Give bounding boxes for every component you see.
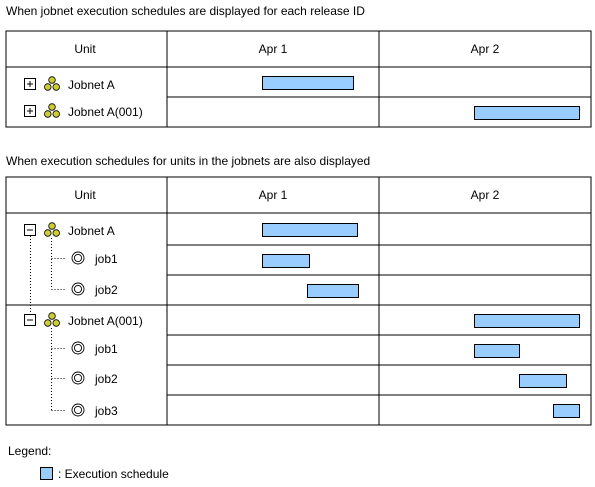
figure2-row-label: job1 — [94, 252, 118, 266]
expand-plus-icon[interactable] — [24, 78, 36, 90]
job-icon — [71, 341, 85, 355]
figure2-row-label: job3 — [94, 404, 118, 418]
figure2-row-job1: job1 — [71, 251, 118, 266]
figure1-schedule-bar — [474, 106, 580, 120]
figure2-row-jobnet-a-001: Jobnet A(001) — [24, 312, 143, 328]
job-icon — [71, 282, 85, 296]
figure2-schedule-bar — [474, 344, 520, 358]
figure2-row-label: Jobnet A — [68, 224, 115, 238]
job-icon — [71, 251, 85, 265]
figure2-row-label: job2 — [94, 283, 118, 297]
figure1-day1-header: Apr 1 — [259, 42, 288, 56]
figure1-table-border — [5, 30, 592, 128]
figure2-day1-header: Apr 1 — [259, 188, 288, 202]
figure1: When jobnet execution schedules are disp… — [5, 4, 592, 128]
figure2-schedule-bars — [262, 223, 580, 418]
figure1-schedule-bars — [262, 76, 580, 120]
jobnet-icon — [44, 312, 60, 327]
tree-connector-lines — [30, 236, 65, 411]
figure2-row-label: job2 — [94, 372, 118, 386]
figure1-row-jobnet-a: Jobnet A — [24, 76, 115, 92]
figure1-row-label: Jobnet A(001) — [68, 105, 143, 119]
figure2-day2-header: Apr 2 — [471, 188, 500, 202]
collapse-minus-icon[interactable] — [24, 224, 36, 236]
figure2-row-job2: job2 — [71, 282, 118, 297]
figure2: When execution schedules for units in th… — [5, 154, 592, 426]
collapse-minus-icon[interactable] — [24, 314, 36, 326]
figure2-row-job1-001: job1 — [71, 341, 118, 356]
legend-title: Legend: — [8, 444, 51, 458]
job-icon — [71, 403, 85, 417]
figure2-unit-header: Unit — [74, 188, 96, 202]
jobnet-icon — [44, 76, 60, 91]
figure2-table-border — [5, 176, 592, 426]
figure2-schedule-bar — [262, 254, 310, 268]
figure1-caption: When jobnet execution schedules are disp… — [6, 4, 365, 18]
figure2-caption: When execution schedules for units in th… — [6, 154, 370, 168]
expand-plus-icon[interactable] — [24, 105, 36, 117]
legend-item-label: : Execution schedule — [58, 467, 169, 481]
figure1-row-label: Jobnet A — [68, 78, 115, 92]
figure2-row-job2-001: job2 — [71, 371, 118, 386]
figure1-day2-header: Apr 2 — [471, 42, 500, 56]
figure2-schedule-bar — [519, 374, 567, 388]
figure2-row-label: Jobnet A(001) — [68, 314, 143, 328]
legend: Legend: : Execution schedule — [8, 444, 169, 481]
figure1-row-jobnet-a-001: Jobnet A(001) — [24, 103, 143, 119]
jobnet-icon — [44, 222, 60, 237]
figure2-row-jobnet-a: Jobnet A — [24, 222, 115, 238]
figure2-schedule-bar — [262, 223, 358, 237]
figure2-row-job3-001: job3 — [71, 403, 118, 418]
figure2-schedule-bar — [474, 314, 580, 328]
legend-swatch — [40, 467, 53, 480]
figure1-unit-header: Unit — [74, 42, 96, 56]
figure1-schedule-bar — [262, 76, 354, 90]
jobnet-icon — [44, 103, 60, 118]
job-icon — [71, 371, 85, 385]
figure2-schedule-bar — [553, 404, 580, 418]
figure2-schedule-bar — [307, 284, 359, 298]
figure2-row-label: job1 — [94, 342, 118, 356]
